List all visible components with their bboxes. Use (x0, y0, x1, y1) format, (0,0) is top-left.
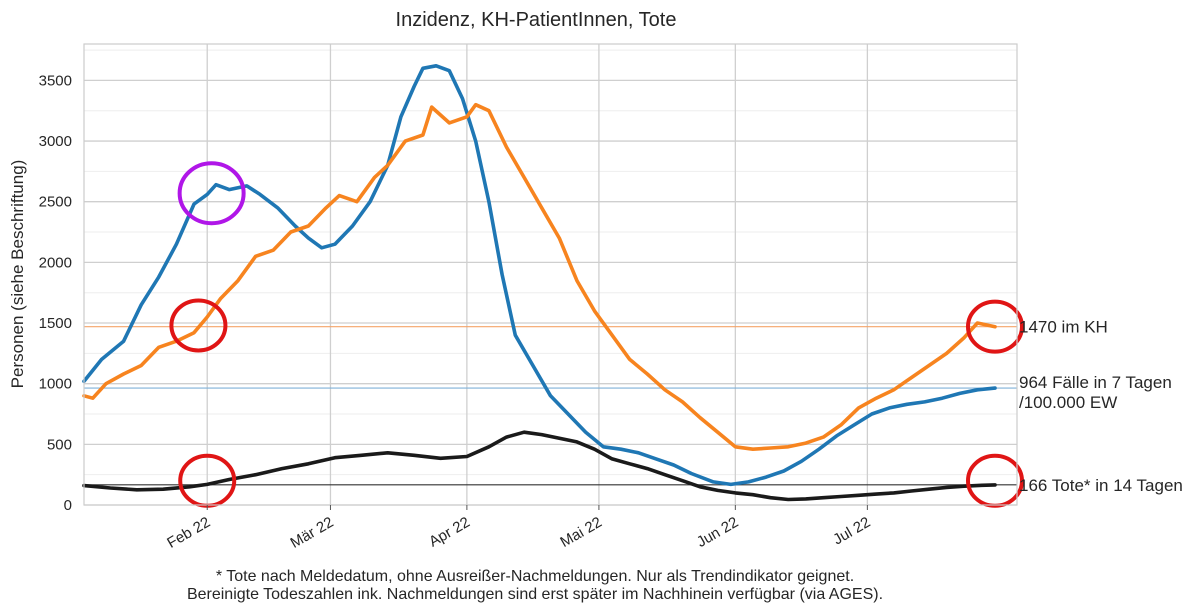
y-axis-label: Personen (siehe Beschriftung) (8, 160, 27, 389)
y-tick-label: 1500 (39, 315, 72, 332)
highlight-circle (177, 161, 246, 226)
end-label-line: /100.000 EW (1019, 393, 1117, 412)
y-ticks: 0 500 1000 1500 2000 2500 3000 3500 (39, 72, 72, 514)
highlight-circle (965, 299, 1024, 354)
footnote-line-2: Bereinigte Todeszahlen ink. Nachmeldunge… (187, 586, 883, 603)
series-line-deaths (82, 430, 997, 502)
series-line-incidence (82, 64, 997, 487)
x-tick-label: Feb 22 (164, 514, 213, 552)
highlight-circles (169, 161, 1024, 508)
end-label-line: 166 Tote* in 14 Tagen (1019, 476, 1183, 495)
y-tick-label: 500 (47, 436, 72, 453)
x-tick-label: Mai 22 (557, 514, 604, 551)
y-tick-label: 1000 (39, 376, 72, 393)
y-tick-label: 2500 (39, 194, 72, 211)
plot-frame (83, 43, 1018, 506)
y-tick-label: 3000 (39, 133, 72, 150)
end-label-line: 964 Fälle in 7 Tagen (1019, 373, 1172, 392)
reference-lines (84, 326, 1017, 486)
end-labels: 1470 im KH 964 Fälle in 7 Tagen/100.000 E… (1019, 318, 1183, 495)
end-label-line: 1470 im KH (1019, 318, 1108, 337)
y-tick-label: 0 (64, 497, 72, 514)
end-label-0: 1470 im KH (1019, 318, 1108, 337)
series-lines (82, 64, 997, 502)
x-tick-label: Apr 22 (426, 514, 473, 551)
x-tick-label: Jul 22 (830, 514, 873, 549)
chart-title: Inzidenz, KH-PatientInnen, Tote (396, 9, 677, 31)
x-tick-label: Mär 22 (288, 514, 337, 552)
series-line-hospital (82, 102, 997, 451)
y-tick-label: 3500 (39, 72, 72, 89)
end-label-2: 166 Tote* in 14 Tagen (1019, 476, 1183, 495)
x-ticks: Feb 22 Mär 22 Apr 22 Mai 22 Jun 22 Jul 22 (164, 505, 873, 552)
x-tick-label: Jun 22 (694, 514, 742, 551)
highlight-circle (169, 298, 228, 353)
grid (84, 44, 1017, 506)
y-tick-label: 2000 (39, 254, 72, 271)
end-label-1: 964 Fälle in 7 Tagen/100.000 EW (1019, 373, 1172, 412)
highlight-circle (965, 453, 1024, 508)
footnote-line-1: * Tote nach Meldedatum, ohne Ausreißer-N… (216, 568, 854, 585)
